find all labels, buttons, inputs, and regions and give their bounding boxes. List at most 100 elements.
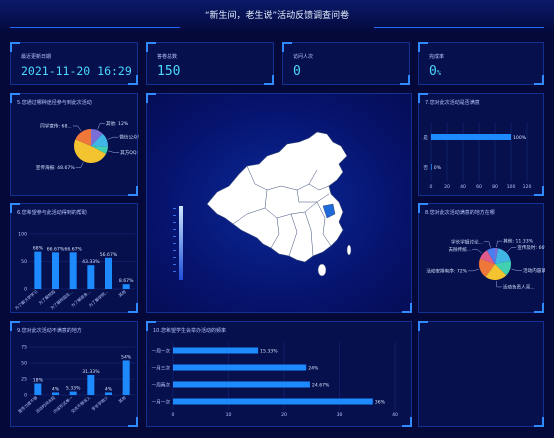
pie-slice	[74, 139, 107, 163]
map-legend-tick	[173, 257, 176, 258]
pie-leader-line	[483, 241, 491, 248]
pie-slice	[75, 129, 91, 146]
bar	[52, 252, 59, 289]
pie-label: 其他: 11.33%	[503, 238, 533, 245]
map-legend-tick	[173, 236, 176, 237]
pie-slice	[486, 248, 495, 264]
map-province-border	[270, 217, 280, 249]
china-map	[173, 131, 352, 280]
bar	[69, 391, 77, 395]
bar	[173, 381, 310, 388]
bar	[52, 392, 59, 395]
pie-leader-line	[496, 240, 503, 248]
y-tick-label: 50	[21, 259, 27, 265]
panel-q7: 7.您对此次活动是否满意 0 20 40 60 80 100 120 100% 是 0% 否	[418, 93, 544, 196]
y-tick-label: 0	[24, 287, 27, 293]
y-tick-label: 是	[423, 135, 428, 141]
chart-title: 8.您对此次活动满意的地方在哪	[425, 210, 495, 216]
y-tick-label: 0	[24, 393, 27, 399]
x-tick-label: 20	[444, 184, 450, 190]
bar-chart-q9: 025507518%宣传力度不够4%活动时间太短5.33%内容形式单一31.33…	[16, 345, 135, 414]
data-label: 24%	[308, 366, 319, 372]
x-tick-label: 60	[476, 184, 482, 190]
pie-label: 学长学姐讨论...	[451, 238, 483, 245]
bar	[34, 383, 42, 395]
x-tick-label: 20	[281, 412, 287, 418]
x-tick-label: 其他	[117, 288, 127, 298]
map-legend-tick	[173, 264, 176, 265]
pie-label: 其方QQ: 64...	[120, 149, 139, 156]
data-label: 5.33%	[66, 386, 81, 392]
data-label: 43.33%	[82, 259, 100, 265]
pie-leader-line	[97, 123, 105, 130]
pie-slice	[91, 129, 103, 146]
map-legend-bar	[179, 206, 183, 280]
chart-title: 10.您希望学生会举办活动的频率	[153, 328, 226, 334]
bar	[105, 257, 112, 289]
x-tick-label: 40	[460, 184, 466, 190]
map-province-border	[296, 189, 317, 203]
map-province-border	[264, 189, 292, 219]
data-label: 66.67%	[47, 246, 65, 252]
map-province-border	[308, 183, 330, 191]
bar	[173, 398, 373, 405]
map-island	[317, 263, 327, 277]
pie-leader-line	[506, 247, 517, 253]
pie-label: 其他: 12%	[106, 120, 129, 127]
data-label: 56.67%	[100, 252, 118, 258]
data-label: 4%	[52, 386, 60, 392]
pie-slice	[479, 250, 495, 264]
chart-title: 6.您希望参与此活动得到的帮助	[17, 210, 87, 216]
data-label: 4%	[105, 386, 113, 392]
pie-slice	[479, 258, 495, 277]
data-label: 0%	[434, 165, 442, 171]
map-province-border	[304, 211, 314, 257]
x-tick-label: 30	[337, 412, 343, 418]
x-tick-label: 学长学姐少	[90, 394, 109, 411]
stat-value-suffix: %	[436, 69, 442, 77]
map-province-border	[290, 193, 330, 215]
y-tick-label: 一周一次	[152, 348, 171, 355]
header-line-right	[374, 27, 544, 28]
panel-q6: 6.您希望参与此活动得到的帮助 0 50 100 68% 为了解大学学习 66.67% 为了…	[10, 203, 138, 313]
pie-slice	[485, 264, 507, 280]
x-tick-label: 80	[492, 184, 498, 190]
x-tick-label: 0	[172, 412, 175, 418]
panel-q10: 10.您希望学生会举办活动的频率 0 10 20 30 40 15.33% 一周一次 24% 一…	[146, 321, 412, 427]
stat-card-completion: 完成率 0%	[418, 42, 544, 85]
map-legend-tick	[173, 222, 176, 223]
bar	[34, 251, 42, 289]
pie-label: 去除传统...	[448, 246, 471, 253]
bar	[122, 360, 130, 395]
header-line-left	[10, 27, 180, 28]
pie-label: 宣传海报: 48.67%	[36, 164, 76, 171]
stat-value: 0	[293, 64, 301, 79]
y-tick-label: 一月一次	[152, 399, 171, 406]
panel-map	[146, 93, 412, 313]
bar-chart-q6: 05010068%为了解大学学习66.67%为了解校园66.67%为了解校园生.…	[13, 232, 135, 311]
bar	[87, 265, 95, 289]
chart-title: 5.您通过哪种途径参与到此次活动	[17, 100, 92, 106]
y-tick-label: 100	[18, 232, 27, 238]
data-label: 31.33%	[82, 369, 100, 375]
pie-leader-line	[472, 249, 483, 254]
chart-title: 7.您对此次活动是否满意	[425, 100, 480, 106]
stat-value: 2021-11-20 16:29	[21, 64, 132, 78]
map-legend-tick	[173, 229, 176, 230]
panel-q5: 5.您通过哪种途径参与到此次活动 其他: 12% 微信公众号: 14% 其方QQ: …	[10, 93, 139, 196]
map-province-border	[280, 169, 318, 191]
map-province-border	[288, 213, 298, 257]
bar	[87, 374, 95, 395]
data-label: 8.67%	[119, 278, 134, 284]
data-label: 18%	[33, 377, 44, 383]
panel-empty	[418, 321, 544, 427]
bar	[431, 134, 511, 140]
chart-title: 9.您对此次活动不满意的地方	[17, 328, 82, 334]
bar	[105, 392, 112, 395]
pie-leader-line	[496, 280, 502, 288]
y-tick-label: 一周两次	[152, 382, 171, 389]
bar	[173, 347, 259, 354]
pie-chart-q5: 其他: 12% 微信公众号: 14% 其方QQ: 64... 宣传海报: 48.67%…	[36, 120, 139, 171]
pie-slice	[495, 248, 511, 264]
map-province-border	[246, 165, 282, 191]
